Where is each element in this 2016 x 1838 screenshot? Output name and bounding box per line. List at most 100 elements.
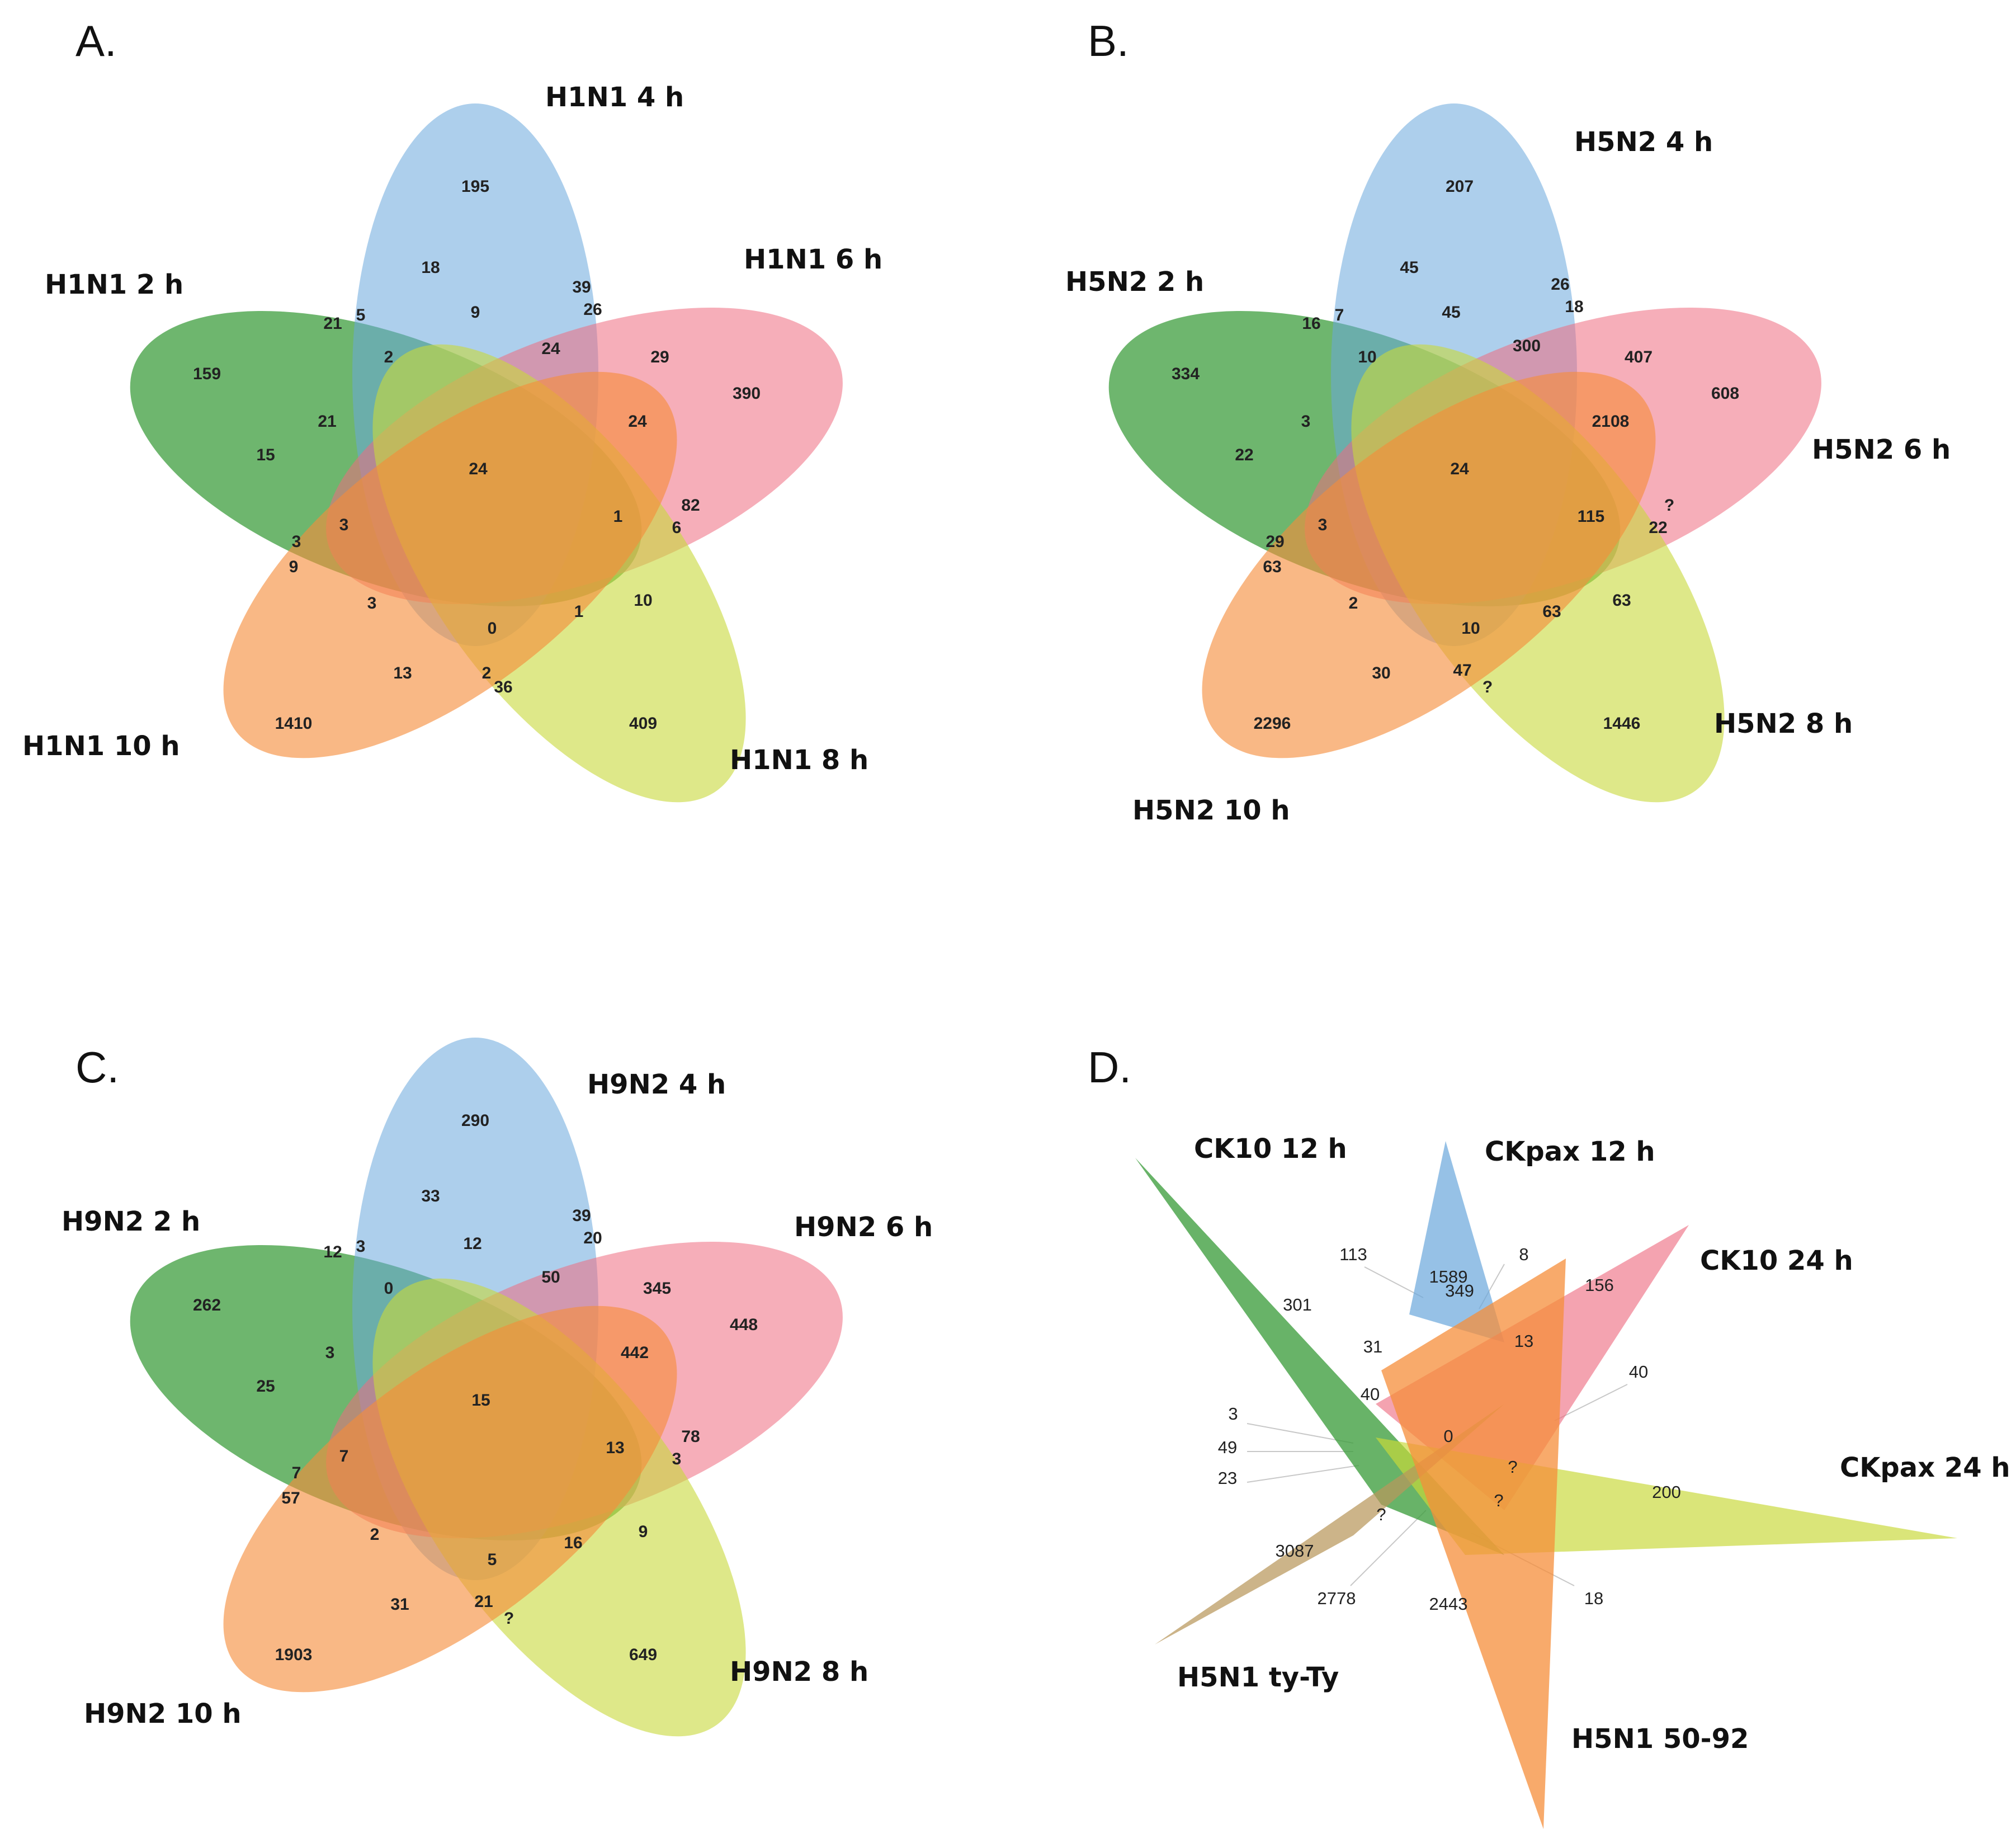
region-count: 1446 [1603, 714, 1641, 733]
region-count: 442 [621, 1344, 649, 1362]
region-count: 40 [1361, 1384, 1380, 1404]
region-count: 10 [634, 591, 652, 610]
region-count: 24 [1450, 460, 1469, 478]
region-count: 18 [1565, 298, 1583, 316]
region-count: 18 [1584, 1589, 1603, 1608]
region-count: 20 [583, 1229, 602, 1247]
region-count: 448 [730, 1316, 758, 1334]
venn-b: 207 608 1446 2296 334 45 26 18 300 407 4… [1070, 103, 1860, 863]
region-count: 290 [461, 1111, 489, 1130]
region-count: 10 [1358, 348, 1376, 366]
region-count: 207 [1446, 177, 1474, 196]
region-count: ? [504, 1609, 514, 1628]
region-count: 200 [1652, 1482, 1681, 1502]
region-count: ? [1664, 496, 1674, 515]
region-count: 349 [1445, 1281, 1474, 1300]
panel-letter-c: C. [75, 1043, 119, 1092]
set-label-8h: H1N1 8 h [730, 744, 868, 776]
set-label-2h: H9N2 2 h [62, 1206, 200, 1237]
region-count: 21 [323, 314, 342, 333]
region-count: 3 [292, 532, 301, 551]
region-count: 45 [1442, 303, 1460, 322]
region-count: 2443 [1429, 1594, 1468, 1614]
region-count: 3 [367, 594, 377, 612]
panel-a: A. 195 390 409 1410 159 18 39 26 24 29 9… [22, 16, 882, 863]
region-count: 2296 [1254, 714, 1291, 733]
set-label-6h: H5N2 6 h [1812, 434, 1951, 465]
region-count: 8 [1519, 1245, 1528, 1264]
region-count: 9 [639, 1523, 648, 1541]
region-count: 31 [1363, 1337, 1382, 1356]
region-count: 3 [325, 1344, 335, 1362]
region-count: 63 [1542, 602, 1561, 621]
region-count: 608 [1711, 384, 1739, 403]
region-count: 3 [339, 516, 349, 534]
region-count: 409 [629, 714, 657, 733]
region-count: 82 [681, 496, 700, 515]
region-count: 10 [1461, 619, 1480, 638]
region-count: 1589 [1429, 1267, 1468, 1286]
region-count: 159 [193, 365, 221, 383]
region-count: 3 [1301, 412, 1311, 431]
region-count: 301 [1283, 1295, 1312, 1314]
region-count: ? [1483, 678, 1493, 696]
region-count: 18 [421, 258, 440, 277]
set-label-4h: H9N2 4 h [587, 1069, 726, 1100]
region-count: 5 [356, 306, 366, 324]
set-label-10h: H1N1 10 h [22, 731, 180, 762]
region-count: 113 [1339, 1245, 1367, 1264]
region-count: 36 [494, 678, 512, 696]
region-count: 15 [471, 1391, 490, 1410]
region-count: 156 [1585, 1275, 1614, 1295]
region-count: 2 [384, 348, 394, 366]
region-count: 47 [1453, 661, 1471, 680]
panel-letter-a: A. [75, 16, 117, 65]
region-count: 29 [1266, 532, 1284, 551]
region-count: 2108 [1592, 412, 1630, 431]
region-count: 3 [672, 1450, 682, 1468]
panel-d: D. 113 1589 8 301 349 156 31 13 [1088, 1043, 2010, 1829]
region-count: 13 [606, 1439, 624, 1457]
region-count: 78 [681, 1427, 700, 1446]
region-count: 300 [1513, 337, 1541, 355]
region-count: 3 [356, 1237, 366, 1256]
region-count: 2 [482, 664, 492, 682]
region-count: 0 [384, 1279, 394, 1298]
region-count: 649 [629, 1646, 657, 1664]
region-count: 22 [1235, 446, 1253, 464]
region-count: ? [1494, 1491, 1503, 1510]
region-count: 3087 [1276, 1541, 1314, 1561]
region-count: 63 [1263, 558, 1281, 576]
region-count: 7 [339, 1447, 349, 1465]
region-count: 1 [613, 507, 623, 526]
region-count: 57 [281, 1489, 300, 1507]
region-count: ? [1376, 1505, 1386, 1524]
region-count: 39 [572, 278, 591, 296]
panel-letter-d: D. [1088, 1043, 1131, 1092]
region-count: 9 [289, 558, 299, 576]
region-count: 21 [474, 1592, 493, 1611]
panel-c: C. 290 448 649 1903 262 33 39 20 50 345 … [62, 1038, 933, 1797]
set-label-h5n1-ty-ty: H5N1 ty-Ty [1177, 1662, 1339, 1693]
set-label-2h: H1N1 2 h [45, 269, 183, 300]
region-count: 334 [1172, 365, 1200, 383]
region-count: 13 [393, 664, 412, 682]
region-count: 407 [1625, 348, 1653, 366]
region-count: 15 [256, 446, 275, 464]
set-label-4h: H5N2 4 h [1574, 126, 1713, 158]
region-count: 24 [628, 412, 647, 431]
region-count: 12 [463, 1234, 481, 1253]
region-count: 29 [650, 348, 669, 366]
region-count: 9 [471, 303, 480, 322]
region-count: 24 [469, 460, 488, 478]
region-count: 195 [461, 177, 489, 196]
region-count: 7 [292, 1464, 301, 1482]
region-count: 49 [1218, 1438, 1237, 1457]
region-count: 23 [1218, 1468, 1237, 1488]
region-count: 3 [1228, 1404, 1238, 1424]
set-label-ck10-24h: CK10 24 h [1700, 1245, 1853, 1276]
region-count: 13 [1514, 1331, 1533, 1351]
region-count: 16 [564, 1534, 582, 1552]
region-count: 16 [1302, 314, 1320, 333]
set-label-4h: H1N1 4 h [545, 82, 684, 113]
